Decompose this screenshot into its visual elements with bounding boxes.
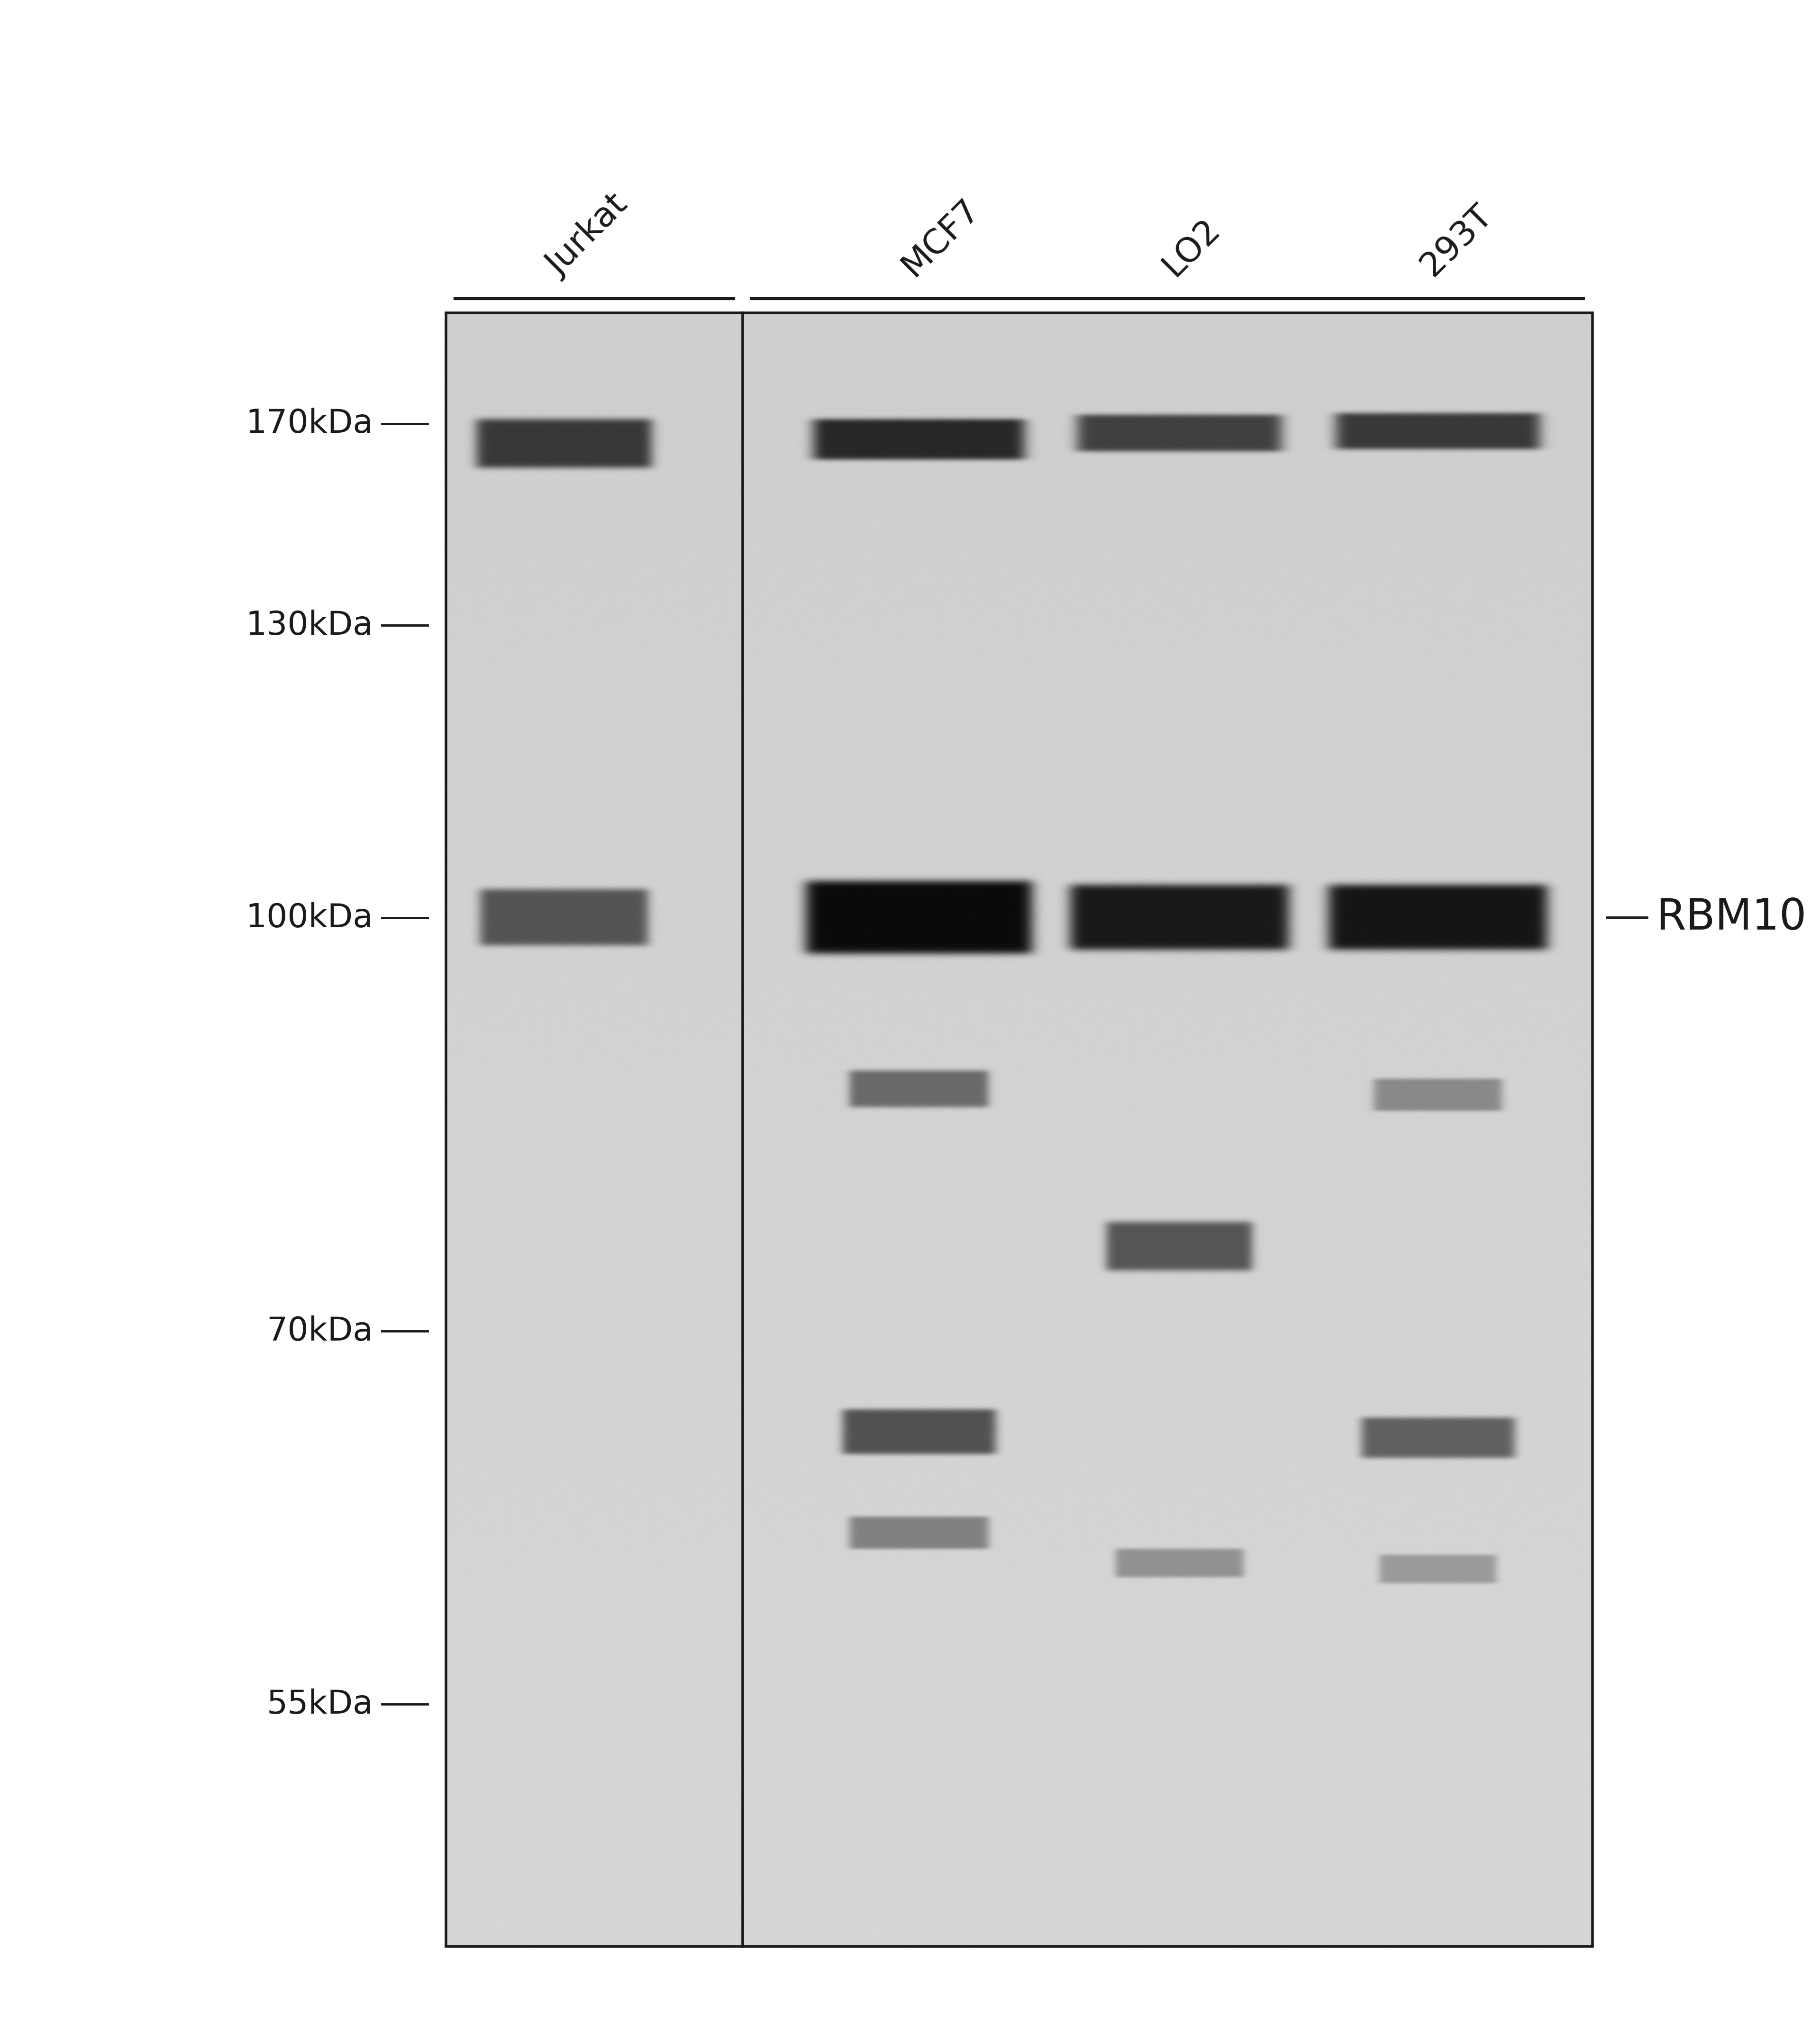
- Text: LO2: LO2: [1156, 212, 1227, 282]
- Text: 100kDa: 100kDa: [246, 902, 373, 934]
- Text: 70kDa: 70kDa: [266, 1315, 373, 1347]
- Bar: [446, 313, 1592, 1946]
- Text: RBM10: RBM10: [1656, 898, 1807, 938]
- Text: 55kDa: 55kDa: [266, 1688, 373, 1721]
- Text: 170kDa: 170kDa: [246, 407, 373, 440]
- Text: MCF7: MCF7: [895, 192, 986, 282]
- Text: Jurkat: Jurkat: [541, 190, 635, 282]
- Text: 293T: 293T: [1414, 198, 1500, 282]
- Text: 130kDa: 130kDa: [246, 609, 373, 641]
